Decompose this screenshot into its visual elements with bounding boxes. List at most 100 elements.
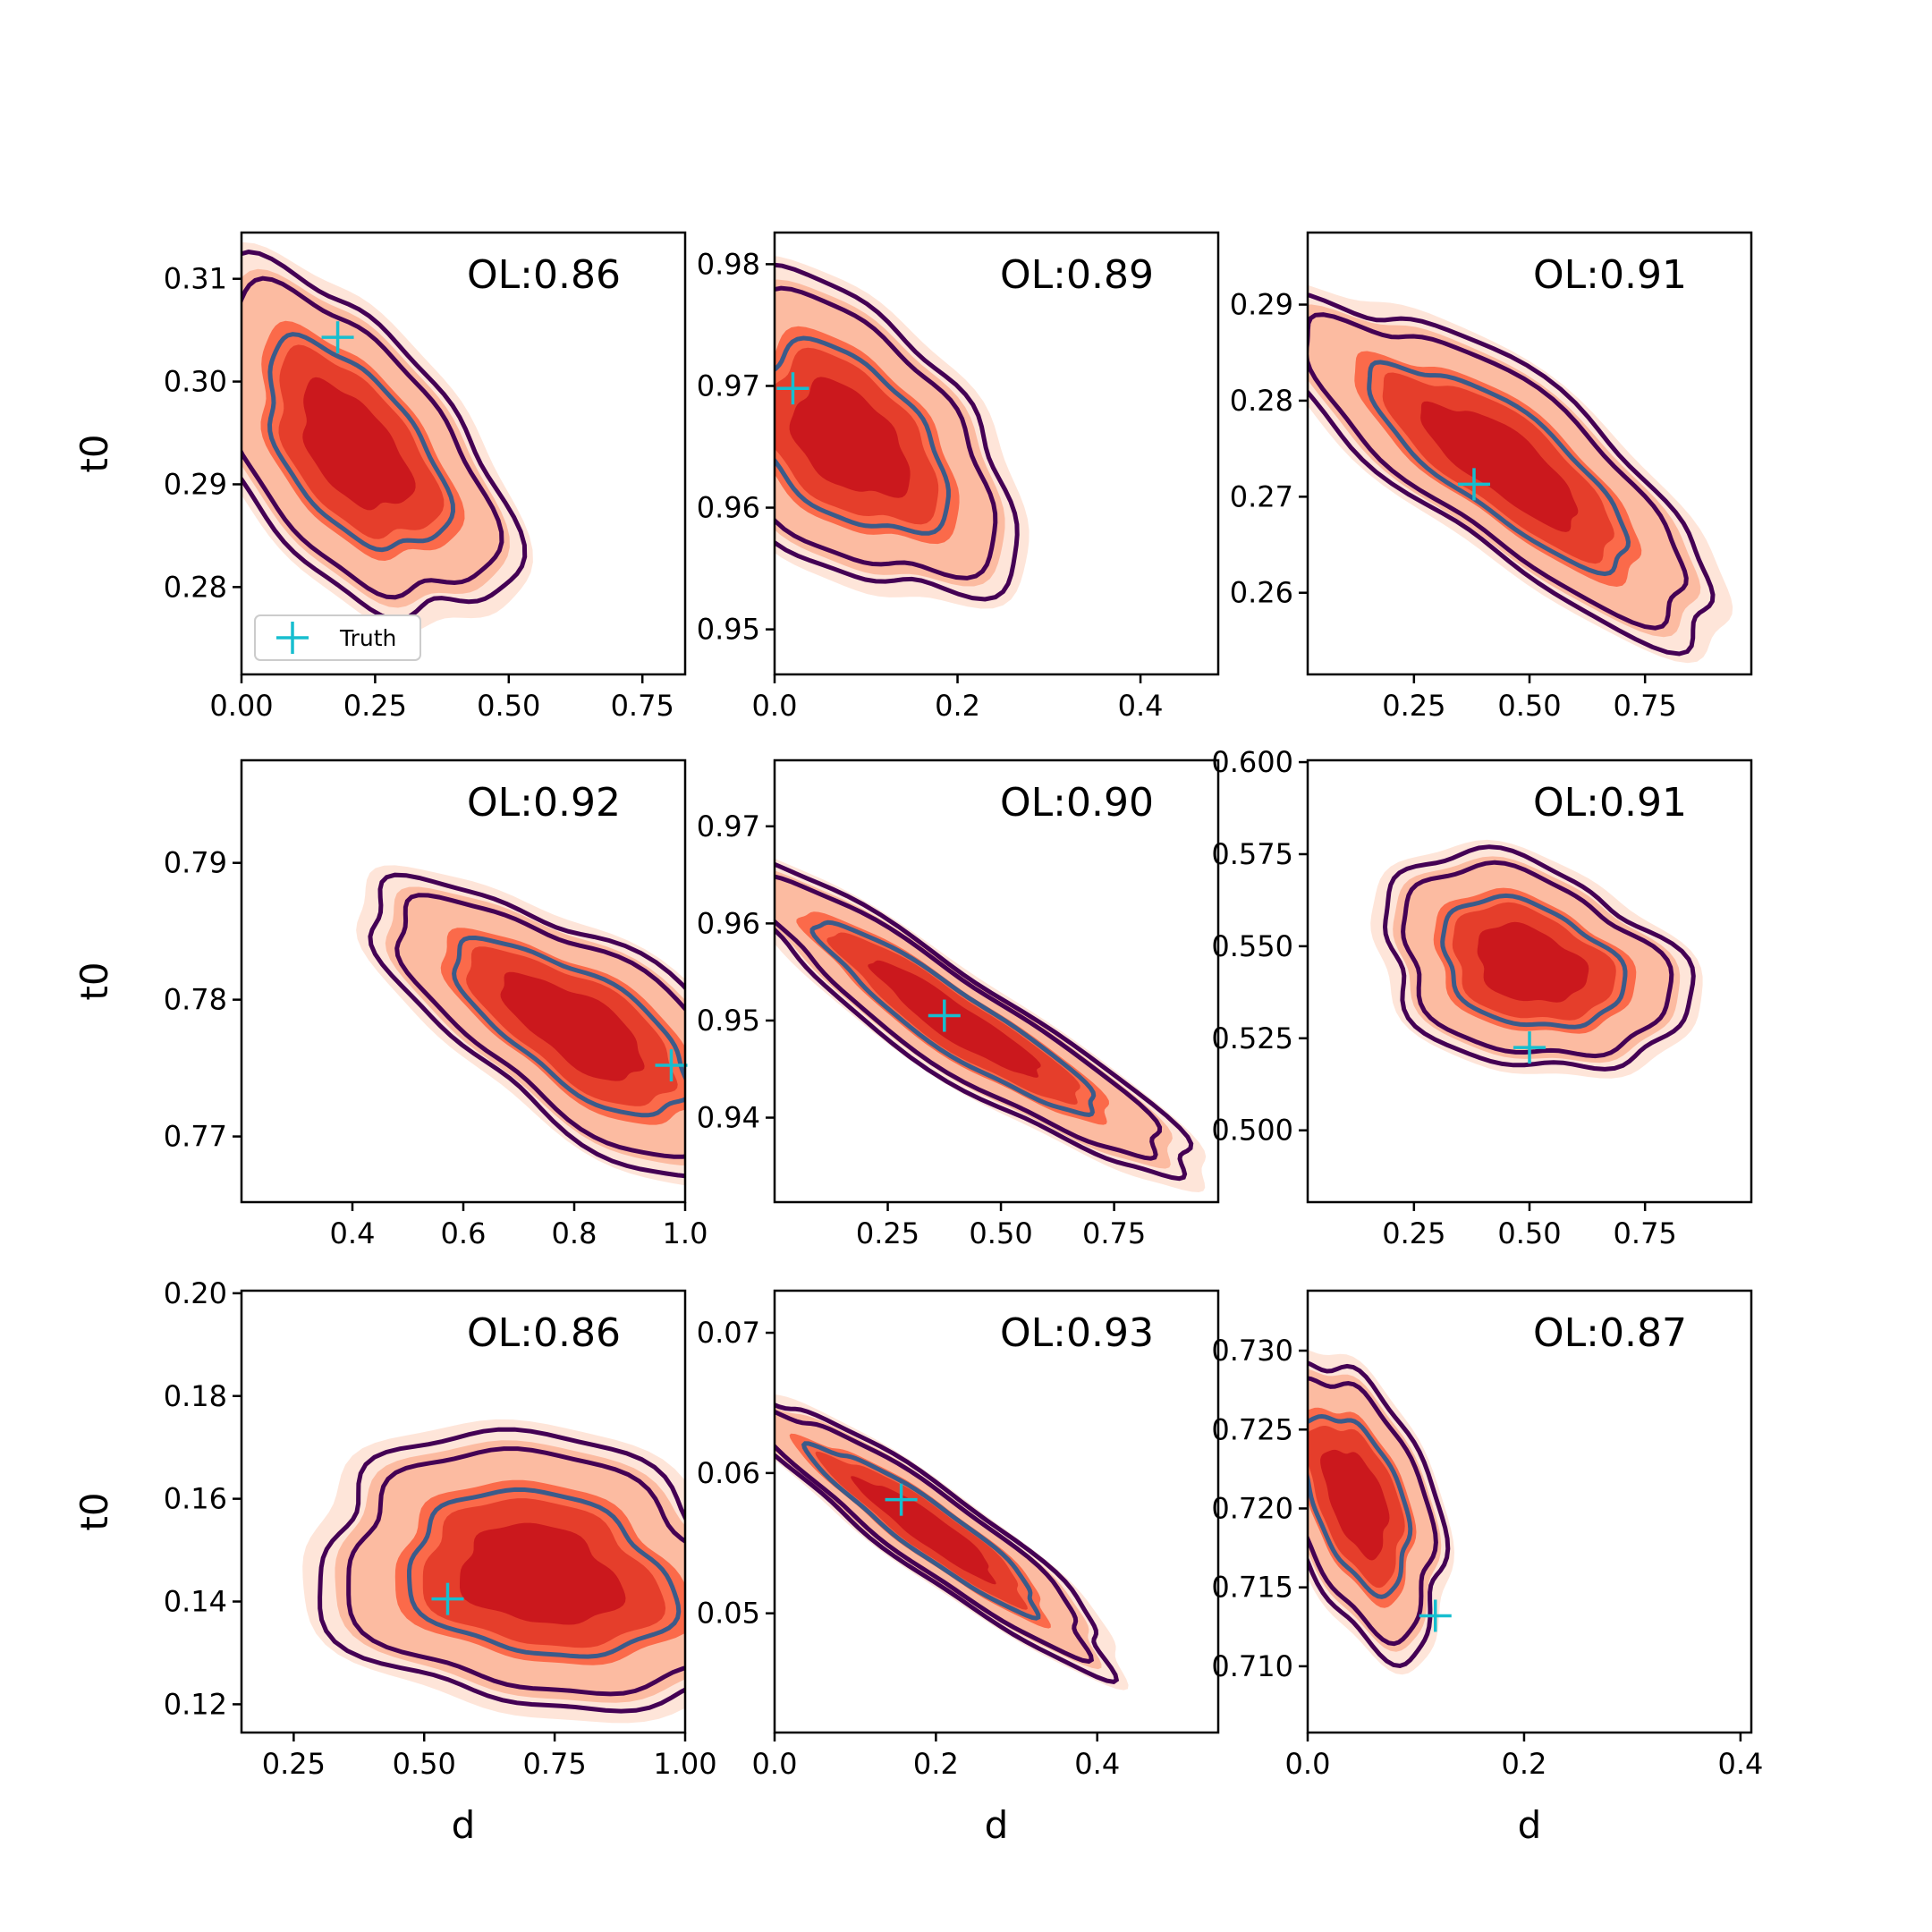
density-contours	[775, 1394, 1129, 1690]
y-tick-label: 0.29	[1230, 288, 1293, 322]
y-tick-label: 0.26	[1230, 576, 1293, 610]
y-tick-label: 0.27	[1230, 479, 1293, 513]
y-tick-label: 0.730	[1211, 1334, 1293, 1368]
y-tick-label: 0.550	[1211, 929, 1293, 963]
truth-marker	[431, 1582, 464, 1615]
x-tick-label: 0.00	[209, 689, 273, 723]
axes-frame	[1306, 1289, 1753, 1734]
x-tick-label: 0.4	[1118, 689, 1164, 723]
contour-middle	[1401, 860, 1674, 1059]
x-tick-label: 0.6	[441, 1216, 487, 1250]
x-tick-label: 0.25	[1382, 1216, 1445, 1250]
truth-marker	[1458, 468, 1490, 501]
legend-label: Truth	[339, 625, 396, 651]
x-tick-label: 0.4	[1074, 1747, 1120, 1781]
x-tick-label: 0.75	[611, 689, 674, 723]
density-level-5	[500, 971, 645, 1081]
y-tick-label: 0.720	[1211, 1491, 1293, 1525]
x-tick-label: 0.75	[1614, 1216, 1677, 1250]
density-contours	[775, 858, 1207, 1192]
y-tick-label: 0.05	[697, 1597, 760, 1631]
x-tick-label: 0.50	[477, 689, 540, 723]
y-tick-label: 0.725	[1211, 1412, 1293, 1446]
y-tick-label: 0.07	[697, 1316, 760, 1350]
contour-inner	[1308, 1413, 1413, 1599]
y-tick-label: 0.30	[164, 365, 227, 399]
panel-7: 0.25 0.50 0.75 1.00 0.12 0.14 0.16 0.18 0.20 OL:0…	[72, 1276, 717, 1847]
contour-inner	[1440, 893, 1628, 1030]
x-axis-label: d	[1518, 1803, 1542, 1847]
x-tick-label: 0.0	[752, 1747, 798, 1781]
x-tick-label: 0.4	[1717, 1747, 1763, 1781]
density-contours	[356, 865, 685, 1186]
x-tick-label: 0.25	[343, 689, 407, 723]
x-tick-label: 0.50	[969, 1216, 1032, 1250]
density-contours	[302, 1419, 685, 1724]
density-contours	[242, 242, 533, 633]
y-tick-label: 0.14	[164, 1585, 227, 1619]
contour-outer	[368, 872, 685, 1179]
density-contours	[1308, 284, 1733, 664]
contour-outer	[775, 861, 1194, 1182]
overlap-annotation: OL:0.86	[467, 1310, 621, 1356]
legend: Truth	[254, 614, 421, 661]
contour-middle	[242, 275, 504, 600]
y-tick-label: 0.28	[164, 570, 227, 604]
axes-frame	[773, 231, 1220, 676]
y-tick-label: 0.29	[164, 467, 227, 501]
y-tick-label: 0.12	[164, 1687, 227, 1721]
y-tick-label: 0.94	[697, 1101, 760, 1135]
density-level-5	[851, 1476, 996, 1585]
density-level-5	[868, 960, 1041, 1078]
y-tick-label: 0.500	[1211, 1114, 1293, 1148]
x-tick-label: 1.00	[653, 1747, 716, 1781]
contour-inner	[267, 332, 456, 553]
truth-marker	[928, 999, 961, 1032]
contour-outer	[1382, 844, 1696, 1072]
y-tick-label: 0.20	[164, 1276, 227, 1310]
contour-inner	[809, 919, 1097, 1117]
contour-middle	[775, 874, 1163, 1161]
contour-inner	[407, 1487, 682, 1659]
y-tick-label: 0.600	[1211, 745, 1293, 779]
contour-inner	[1367, 360, 1631, 577]
y-tick-label: 0.79	[164, 846, 227, 880]
x-axis-label: d	[452, 1803, 476, 1847]
panel-4: 0.4 0.6 0.8 1.0 0.77 0.78 0.79 OL:0.92 t0	[72, 758, 708, 1250]
density-level-5	[460, 1522, 626, 1625]
x-tick-label: 0.75	[522, 1747, 586, 1781]
axes-frame	[240, 1289, 687, 1734]
y-tick-label: 0.95	[697, 1004, 760, 1038]
y-tick-label: 0.31	[164, 262, 227, 296]
overlap-annotation: OL:0.92	[467, 780, 621, 826]
x-tick-label: 0.50	[393, 1747, 456, 1781]
panel-9: 0.0 0.2 0.4 0.710 0.715 0.720 0.725 0.730 OL:0.8…	[1211, 1289, 1763, 1847]
overlap-annotation: OL:0.91	[1533, 252, 1687, 298]
overlap-annotation: OL:0.87	[1533, 1310, 1687, 1356]
x-tick-label: 0.50	[1497, 1216, 1561, 1250]
y-axis-label: t0	[72, 962, 116, 1000]
x-tick-label: 0.0	[752, 689, 798, 723]
overlap-annotation: OL:0.93	[1000, 1310, 1154, 1356]
contour-outer	[775, 1402, 1120, 1685]
x-tick-label: 0.25	[1382, 689, 1445, 723]
contour-middle	[1308, 312, 1689, 631]
x-tick-label: 0.2	[1502, 1747, 1547, 1781]
contour-inner	[452, 935, 685, 1118]
x-tick-label: 0.25	[856, 1216, 919, 1250]
panel-3: 0.25 0.50 0.75 0.26 0.27 0.28 0.29 OL:0.91	[1230, 231, 1753, 723]
y-tick-label: 0.96	[697, 491, 760, 525]
overlap-annotation: OL:0.91	[1533, 780, 1687, 826]
contour-inner	[801, 1441, 1041, 1621]
x-tick-label: 1.0	[663, 1216, 708, 1250]
panel-2: 0.0 0.2 0.4 0.95 0.96 0.97 0.98 OL:0.89	[697, 231, 1220, 723]
x-tick-label: 0.50	[1497, 689, 1561, 723]
axes-frame	[240, 231, 687, 676]
density-level-5	[1320, 1449, 1390, 1561]
panel-1: 0.00 0.25 0.50 0.75 0.28 0.29 0.30 0.31 OL:0.86 t…	[72, 231, 687, 723]
truth-marker	[321, 321, 354, 354]
y-tick-label: 0.06	[697, 1456, 760, 1490]
panel-5: 0.25 0.50 0.75 0.94 0.95 0.96 0.97 OL:0.90	[697, 758, 1220, 1250]
contour-outer	[1308, 1360, 1451, 1669]
